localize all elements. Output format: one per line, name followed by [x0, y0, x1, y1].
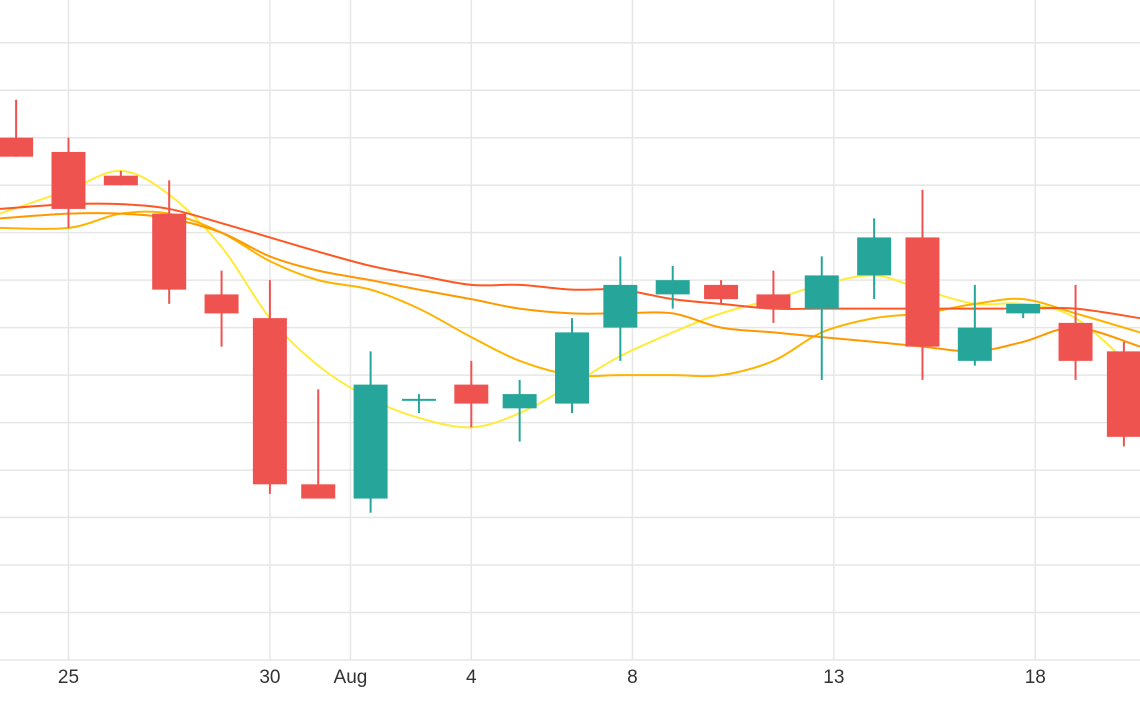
moving-average-line-3 [0, 212, 1140, 353]
candle-up [603, 256, 638, 361]
x-tick-label: 25 [58, 667, 79, 688]
candle-up [957, 284, 992, 366]
x-tick-label: 4 [466, 667, 477, 688]
candle-up [401, 394, 436, 414]
candle-down [1058, 284, 1093, 380]
candle-down [252, 280, 287, 494]
candle-up [857, 218, 892, 300]
candle-body [204, 294, 239, 314]
candle-body [756, 294, 791, 309]
candle-body [603, 284, 638, 328]
candle-up [502, 379, 537, 442]
candle-body [51, 151, 86, 209]
candle-down [204, 270, 239, 347]
candle-down [51, 137, 86, 228]
candle-body [1006, 303, 1041, 314]
candle-down [1106, 341, 1140, 447]
candle-body [804, 275, 839, 309]
candle-body [1058, 322, 1093, 361]
x-tick-label: 13 [823, 667, 844, 688]
candle-up [353, 351, 388, 513]
grid-layer [0, 0, 1140, 661]
candle-body [401, 398, 436, 401]
candle-down [301, 389, 336, 499]
candle-body [555, 332, 590, 404]
moving-average-line-4 [0, 202, 1140, 320]
candle-body [655, 280, 690, 295]
candle-body [454, 384, 489, 404]
candle-body [152, 213, 187, 290]
candle-down [0, 99, 34, 157]
candle-body [103, 175, 138, 186]
candle-body [0, 137, 34, 157]
candle-body [857, 237, 892, 276]
candle-up [1006, 303, 1041, 319]
x-tick-label: 18 [1025, 667, 1046, 688]
candle-down [152, 180, 187, 304]
candle-layer [0, 99, 1140, 513]
candle-down [905, 189, 940, 380]
candle-body [905, 237, 940, 347]
candle-body [502, 394, 537, 409]
candle-body [252, 318, 287, 485]
candle-down [103, 170, 138, 186]
candle-body [353, 384, 388, 499]
candle-up [804, 256, 839, 380]
candle-up [555, 318, 590, 414]
candle-down [704, 280, 739, 304]
x-tick-label: Aug [334, 667, 368, 688]
x-tick-label: 30 [259, 667, 280, 688]
x-tick-label: 8 [627, 667, 638, 688]
candle-body [301, 484, 336, 499]
candle-body [704, 284, 739, 300]
candle-body [1106, 351, 1140, 437]
candle-up [655, 265, 690, 309]
candle-down [454, 360, 489, 428]
candle-down [756, 270, 791, 323]
x-axis-tick-labels: 25 30 Aug 4 8 13 18 [58, 667, 1046, 688]
candle-body [957, 327, 992, 361]
